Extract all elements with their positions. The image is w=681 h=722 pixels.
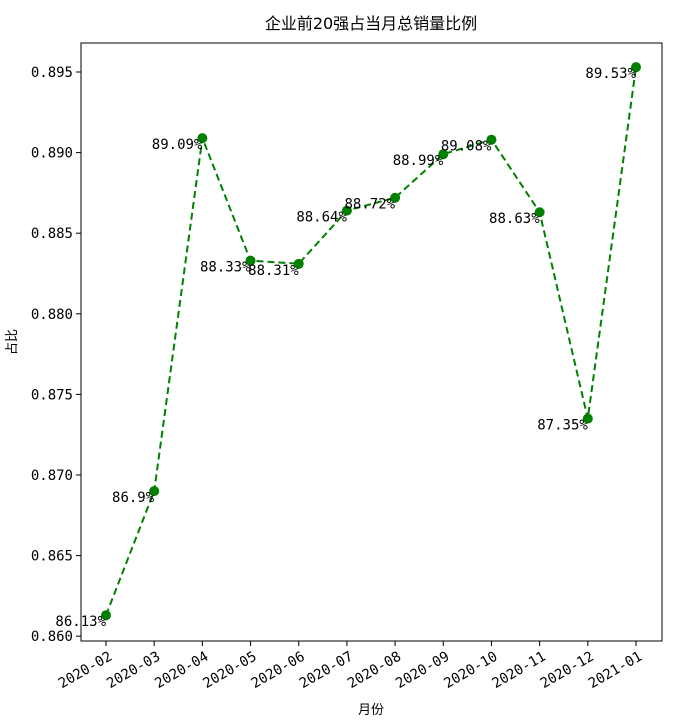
data-label: 87.35% [537, 418, 588, 434]
y-axis: 0.860 0.865 0.870 0.875 0.880 0.885 0.890 0.895 [31, 65, 81, 645]
series-line [105, 67, 637, 616]
y-tick-label: 0.895 [31, 65, 73, 81]
x-tick-label: 2020-03 [104, 649, 163, 692]
x-tick-label: 2020-07 [297, 649, 356, 692]
x-tick-label: 2020-09 [393, 649, 452, 692]
data-label: 89.53% [585, 66, 636, 82]
data-label: 89.08% [441, 139, 492, 155]
data-point [101, 610, 111, 621]
x-tick-label: 2020-10 [441, 649, 500, 692]
x-tick-label: 2020-06 [249, 649, 308, 692]
data-label: 89.09% [152, 137, 203, 153]
x-tick-label: 2021-01 [586, 649, 645, 692]
x-tick-label: 2020-05 [200, 649, 259, 692]
y-tick-label: 0.890 [31, 146, 73, 162]
data-label: 88.64% [296, 210, 347, 226]
data-point [293, 258, 304, 269]
data-label: 88.63% [489, 211, 540, 227]
x-tick-label: 2020-02 [56, 649, 115, 692]
x-tick-label: 2020-12 [538, 649, 597, 692]
data-label: 86.13% [55, 614, 106, 630]
plot-frame [80, 42, 663, 642]
y-tick-label: 0.860 [31, 629, 73, 645]
x-tick-label: 2020-04 [152, 649, 211, 692]
y-tick-label: 0.880 [31, 307, 73, 323]
y-tick-label: 0.885 [31, 226, 73, 242]
data-label: 88.33% [200, 260, 251, 276]
y-tick-label: 0.870 [31, 468, 73, 484]
data-point [438, 149, 449, 160]
data-point [582, 413, 593, 424]
data-labels: 86.13% 86.9% 89.09% 88.33%88.31% 88.64%88.72… [55, 66, 636, 630]
chart-title: 企业前20强占当月总销量比例 [265, 14, 477, 33]
data-label: 88.31% [248, 263, 299, 279]
x-tick-label: 2020-08 [345, 649, 404, 692]
data-points [101, 62, 641, 621]
data-label: 86.9% [112, 490, 155, 506]
data-label: 88.99% [393, 153, 444, 169]
data-point [390, 192, 401, 203]
data-label: 88.72% [345, 197, 396, 213]
x-axis-label: 月份 [358, 703, 384, 718]
x-axis: 2020-022020-032020-042020-052020-062020-… [56, 641, 645, 692]
x-tick-label: 2020-11 [490, 649, 549, 692]
data-point [149, 486, 160, 497]
data-point [534, 207, 545, 218]
data-point [197, 133, 208, 144]
y-tick-label: 0.865 [31, 549, 73, 565]
y-tick-label: 0.875 [31, 387, 73, 403]
data-point [486, 134, 497, 145]
data-point [631, 62, 641, 73]
data-point [245, 255, 256, 266]
y-axis-label: 占比 [5, 329, 20, 355]
data-point [341, 205, 352, 216]
